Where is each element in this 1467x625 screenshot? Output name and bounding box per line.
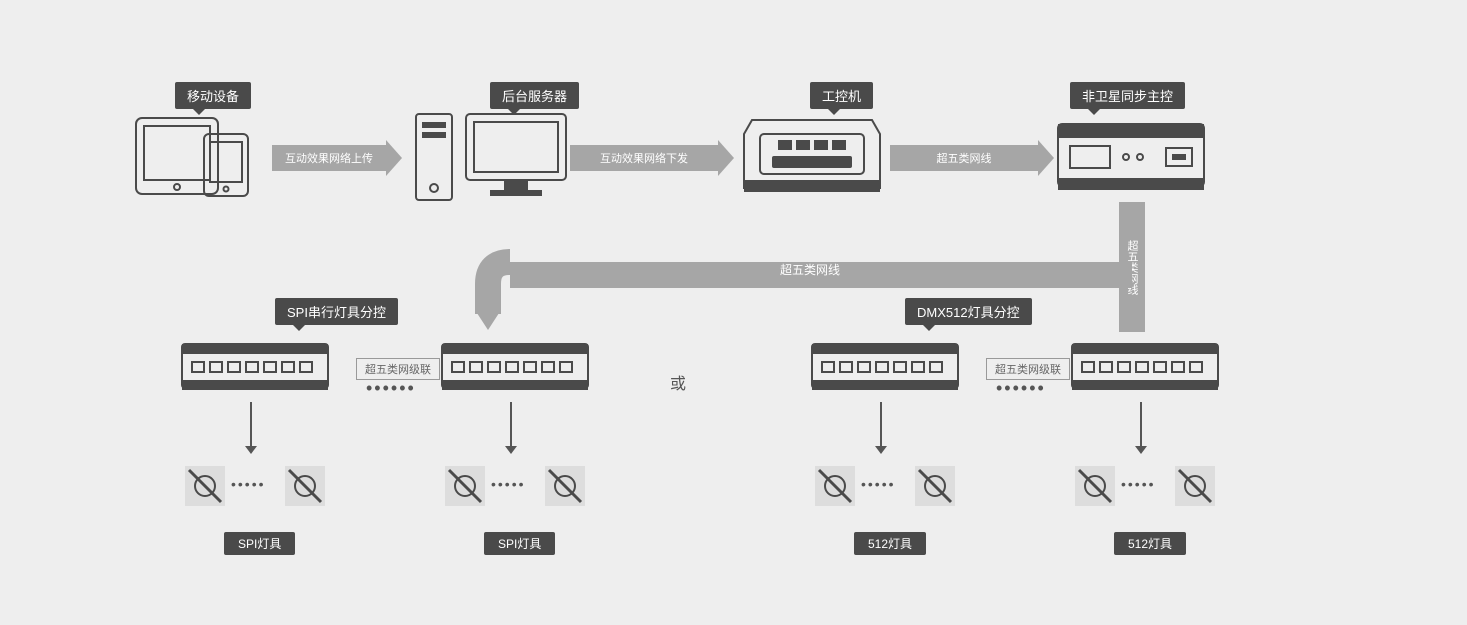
- bubble-mobile: 移动设备: [175, 82, 251, 109]
- dots-1: ••••••: [366, 378, 416, 399]
- label-512-1-text: 512灯具: [868, 537, 912, 551]
- arrow-download: 互动效果网络下发: [570, 145, 718, 171]
- dots-l3: •••••: [861, 476, 896, 492]
- label-spi-1-text: SPI灯具: [238, 537, 281, 551]
- controller-1-icon: [180, 336, 330, 396]
- bubble-server-text: 后台服务器: [502, 89, 567, 104]
- label-spi-1: SPI灯具: [224, 532, 295, 555]
- bubble-master: 非卫星同步主控: [1070, 82, 1185, 109]
- or-text: 或: [670, 370, 686, 394]
- arrow-download-text: 互动效果网络下发: [600, 150, 688, 166]
- dots-2: ••••••: [996, 378, 1046, 399]
- label-512-2: 512灯具: [1114, 532, 1186, 555]
- cascade-label-2: 超五类网级联: [986, 358, 1070, 380]
- master-controller-icon: [1056, 122, 1206, 200]
- ipc-icon: [742, 114, 882, 198]
- arrow-upload-text: 互动效果网络上传: [285, 150, 373, 166]
- arrow-cat5e-top: 超五类网线: [890, 145, 1038, 171]
- dots-l4: •••••: [1121, 476, 1156, 492]
- arrow-cat5e-long-text: 超五类网线: [780, 263, 840, 277]
- label-512-2-text: 512灯具: [1128, 537, 1172, 551]
- down-arrow-3: [880, 402, 882, 446]
- bubble-server: 后台服务器: [490, 82, 579, 109]
- mobile-device-icon: [134, 116, 264, 204]
- down-arrow-2: [510, 402, 512, 446]
- bubble-ipc-text: 工控机: [822, 89, 861, 104]
- arrow-cat5e-long-label: 超五类网线: [780, 261, 840, 278]
- bubble-mobile-text: 移动设备: [187, 89, 239, 104]
- controller-3-icon: [810, 336, 960, 396]
- bubble-spi-ctrl-text: SPI串行灯具分控: [287, 305, 386, 320]
- dots-l1: •••••: [231, 476, 266, 492]
- label-spi-2-text: SPI灯具: [498, 537, 541, 551]
- cascade-label-1: 超五类网级联: [356, 358, 440, 380]
- arrow-upload: 互动效果网络上传: [272, 145, 386, 171]
- bubble-master-text: 非卫星同步主控: [1082, 89, 1173, 104]
- dots-l2: •••••: [491, 476, 526, 492]
- cascade-label-2-text: 超五类网级联: [995, 364, 1061, 376]
- controller-4-icon: [1070, 336, 1220, 396]
- down-arrow-4: [1140, 402, 1142, 446]
- server-icon: [414, 108, 574, 208]
- arrow-cat5e-top-text: 超五类网线: [937, 150, 992, 166]
- controller-2-icon: [440, 336, 590, 396]
- label-spi-2: SPI灯具: [484, 532, 555, 555]
- bubble-ipc: 工控机: [810, 82, 873, 109]
- label-512-1: 512灯具: [854, 532, 926, 555]
- or-text-span: 或: [670, 376, 686, 393]
- down-arrow-1: [250, 402, 252, 446]
- cascade-label-1-text: 超五类网级联: [365, 364, 431, 376]
- bubble-spi-ctrl: SPI串行灯具分控: [275, 298, 398, 325]
